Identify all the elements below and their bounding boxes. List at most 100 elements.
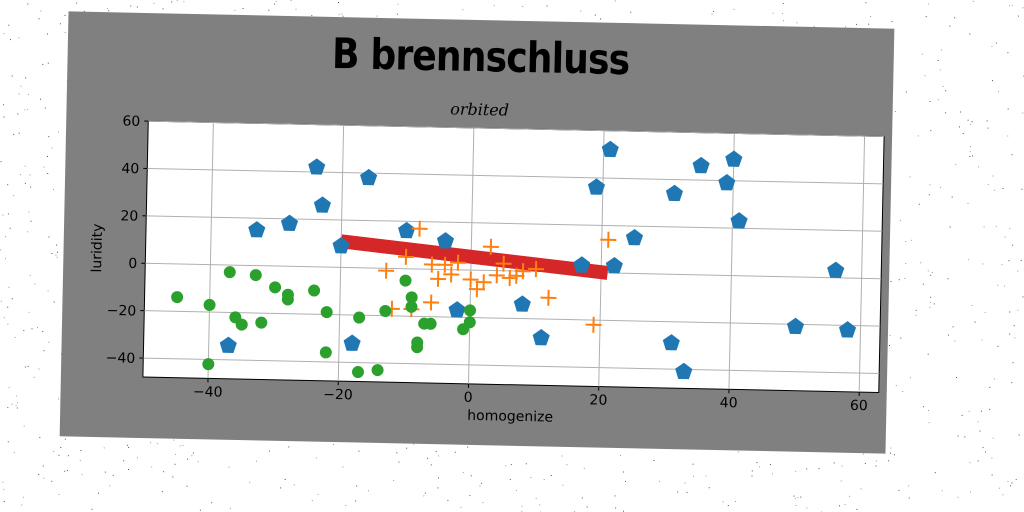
noise-speck	[977, 460, 979, 462]
noise-speck	[933, 303, 935, 305]
noise-speck	[875, 460, 877, 462]
noise-speck	[1022, 296, 1024, 298]
noise-speck	[515, 489, 517, 491]
noise-speck	[870, 16, 872, 17]
noise-speck	[80, 450, 82, 451]
noise-speck	[34, 283, 36, 285]
noise-speck	[971, 305, 973, 306]
noise-speck	[993, 378, 995, 380]
noise-speck	[31, 328, 33, 330]
noise-speck	[839, 505, 840, 507]
noise-speck	[782, 13, 784, 15]
circle-point	[320, 306, 333, 319]
noise-speck	[991, 457, 993, 459]
noise-speck	[256, 460, 257, 462]
noise-speck	[37, 327, 38, 329]
noise-speck	[1009, 333, 1011, 335]
noise-speck	[108, 10, 110, 12]
noise-speck	[974, 321, 976, 323]
noise-speck	[27, 3, 29, 5]
noise-speck	[91, 508, 93, 510]
noise-speck	[104, 471, 106, 473]
pentagon-point	[332, 237, 350, 254]
noise-speck	[952, 326, 954, 328]
noise-speck	[927, 353, 929, 355]
noise-speck	[586, 506, 588, 508]
noise-speck	[895, 111, 896, 112]
pentagon-point	[313, 196, 331, 213]
noise-speck	[0, 249, 2, 251]
noise-speck	[179, 445, 181, 447]
noise-speck	[954, 17, 956, 19]
noise-speck	[338, 14, 340, 16]
noise-speck	[961, 414, 963, 416]
noise-speck	[7, 184, 9, 186]
noise-speck	[76, 2, 78, 4]
noise-speck	[941, 49, 943, 51]
noise-speck	[772, 473, 773, 475]
noise-speck	[481, 482, 483, 484]
noise-speck	[0, 161, 2, 163]
noise-speck	[53, 188, 54, 190]
noise-speck	[583, 467, 585, 469]
noise-speck	[1009, 228, 1011, 230]
noise-speck	[1018, 434, 1020, 436]
noise-speck	[187, 458, 188, 460]
noise-speck	[183, 1, 185, 3]
noise-speck	[970, 491, 972, 493]
noise-speck	[470, 475, 472, 477]
noise-speck	[42, 330, 44, 332]
noise-speck	[3, 488, 5, 490]
noise-speck	[917, 135, 919, 137]
noise-speck	[7, 407, 9, 409]
noise-speck	[751, 470, 753, 472]
noise-speck	[550, 475, 552, 476]
noise-speck	[909, 377, 911, 379]
noise-speck	[47, 173, 49, 174]
noise-speck	[493, 4, 495, 6]
noise-speck	[64, 14, 66, 16]
noise-speck	[891, 21, 893, 23]
noise-speck	[530, 477, 532, 478]
noise-speck	[40, 10, 42, 12]
x-tick-label: −20	[323, 387, 353, 404]
noise-speck	[126, 444, 128, 446]
noise-speck	[81, 474, 83, 476]
noise-speck	[561, 455, 563, 457]
noise-speck	[981, 339, 983, 341]
plus-point	[462, 271, 479, 288]
x-grid-line	[207, 122, 214, 379]
noise-speck	[48, 236, 50, 238]
noise-speck	[345, 505, 347, 506]
noise-speck	[151, 466, 153, 468]
noise-speck	[1009, 5, 1011, 7]
noise-speck	[447, 499, 449, 501]
noise-speck	[1015, 479, 1017, 481]
noise-speck	[13, 195, 15, 197]
noise-speck	[128, 469, 129, 470]
noise-speck	[841, 465, 843, 467]
circle-point	[235, 318, 248, 331]
noise-speck	[525, 463, 527, 465]
noise-speck	[968, 410, 970, 412]
plus-point	[430, 270, 447, 287]
noise-speck	[66, 470, 68, 472]
noise-speck	[275, 0, 277, 2]
noise-speck	[713, 10, 715, 12]
noise-speck	[800, 496, 802, 498]
plus-point	[378, 262, 395, 279]
noise-speck	[951, 196, 953, 198]
noise-speck	[58, 398, 60, 400]
y-grid-line	[146, 215, 883, 232]
noise-speck	[860, 488, 862, 490]
noise-speck	[342, 466, 344, 468]
noise-speck	[521, 505, 523, 507]
noise-speck	[3, 317, 5, 319]
noise-speck	[970, 146, 971, 148]
pentagon-point	[827, 261, 845, 279]
noise-speck	[904, 278, 906, 279]
x-tick-label: 20	[589, 392, 607, 408]
noise-speck	[991, 474, 993, 476]
plus-point	[585, 316, 602, 333]
noise-speck	[937, 60, 939, 61]
